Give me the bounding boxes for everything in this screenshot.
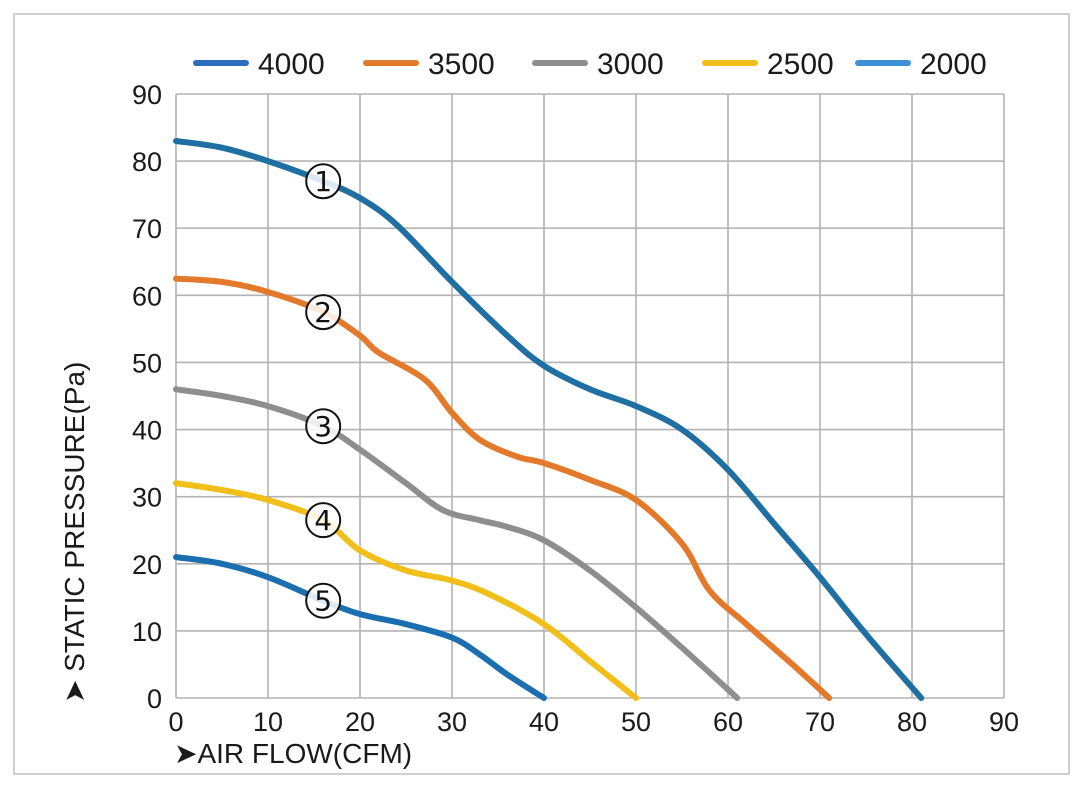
curve-marker-label: 2 <box>314 296 332 329</box>
x-tick-label: 0 <box>168 707 183 737</box>
y-tick-label: 10 <box>132 617 162 647</box>
y-tick-label: 0 <box>147 684 162 714</box>
curve-marker-circle <box>305 163 342 200</box>
series-line-2000 <box>173 554 547 701</box>
curve-marker-circle <box>305 294 342 331</box>
curve-marker-label: 5 <box>314 585 332 618</box>
x-axis-title: ➤AIR FLOW(CFM) <box>174 738 412 769</box>
x-tick-label: 30 <box>437 707 467 737</box>
curve-marker-label: 1 <box>314 165 332 198</box>
y-tick-label: 70 <box>132 214 162 244</box>
x-tick-label: 20 <box>345 707 375 737</box>
curve-marker-circle <box>305 582 342 619</box>
series-line-2500 <box>173 480 639 701</box>
x-tick-label: 90 <box>989 707 1019 737</box>
legend-label-3500: 3500 <box>428 48 495 81</box>
series-line-4000 <box>173 138 925 701</box>
y-tick-label: 60 <box>132 281 162 311</box>
y-tick-label: 90 <box>132 80 162 110</box>
x-tick-label: 40 <box>529 707 559 737</box>
legend-label-4000: 4000 <box>258 48 325 81</box>
y-tick-label: 30 <box>132 483 162 513</box>
curve-marker-label: 3 <box>314 410 332 443</box>
x-tick-label: 50 <box>621 707 651 737</box>
series-line-3500 <box>173 275 833 701</box>
curve-marker-label: 4 <box>314 504 332 537</box>
legend-label-2500: 2500 <box>767 48 834 81</box>
x-tick-label: 80 <box>897 707 927 737</box>
x-tick-label: 60 <box>713 707 743 737</box>
x-tick-label: 10 <box>253 707 283 737</box>
y-axis-title: ➤ STATIC PRESSURE(Pa) <box>59 362 90 703</box>
y-tick-label: 20 <box>132 550 162 580</box>
y-tick-label: 40 <box>132 416 162 446</box>
y-tick-label: 80 <box>132 147 162 177</box>
curve-marker-circle <box>305 502 342 539</box>
y-tick-label: 50 <box>132 348 162 378</box>
legend-label-2000: 2000 <box>920 48 987 81</box>
legend-label-3000: 3000 <box>597 48 664 81</box>
x-tick-label: 70 <box>805 707 835 737</box>
curve-marker-circle <box>305 408 342 445</box>
series-line-3000 <box>173 386 741 701</box>
